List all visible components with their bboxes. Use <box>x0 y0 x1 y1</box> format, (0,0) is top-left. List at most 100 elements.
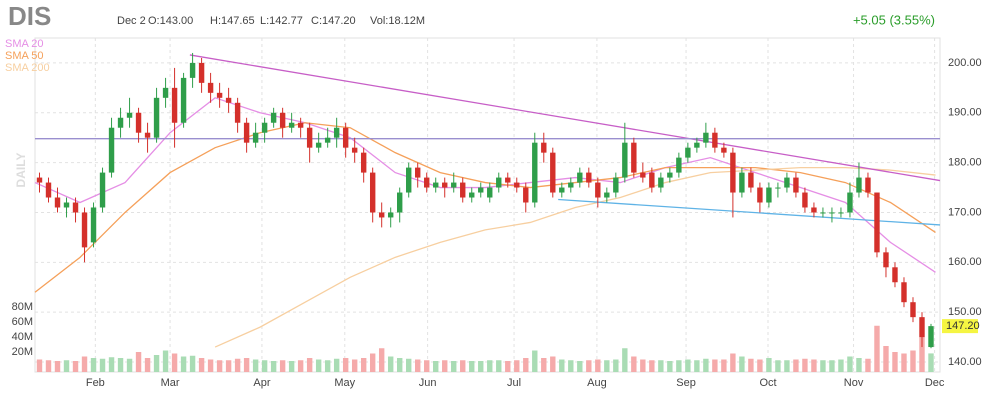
candle-body <box>595 182 601 198</box>
candle-body <box>487 187 493 198</box>
volume-bar <box>820 360 826 372</box>
volume-bar <box>225 360 232 372</box>
y-tick-label: 170.00 <box>948 206 982 218</box>
volume-bar <box>207 359 214 372</box>
volume-bar <box>162 350 169 372</box>
x-tick-label: Nov <box>844 377 864 389</box>
volume-tick-label: 20M <box>12 346 33 358</box>
candle-body <box>604 192 610 198</box>
volume-bar <box>189 355 196 372</box>
volume-bar <box>757 359 763 372</box>
candle-body <box>72 202 79 213</box>
candle-body <box>586 172 592 183</box>
volume-bar <box>883 346 889 372</box>
volume-bar <box>415 359 421 372</box>
volume-bar <box>397 358 403 372</box>
candle-body <box>406 167 412 193</box>
candle-body <box>613 177 619 193</box>
volume-bar <box>856 358 862 372</box>
volume-bar <box>766 358 772 372</box>
candle-body <box>261 122 268 133</box>
volume-bar <box>739 356 745 372</box>
candle-body <box>126 112 133 118</box>
candle-body <box>568 182 574 188</box>
close: C:147.20 <box>311 15 356 27</box>
candle-body <box>478 187 484 193</box>
y-tick-label: 200.00 <box>948 57 982 69</box>
volume-bar <box>919 337 925 372</box>
candle-body <box>739 172 745 193</box>
volume-bar <box>694 360 700 372</box>
volume-bar <box>577 361 583 372</box>
candle-body <box>315 142 322 148</box>
candle-body <box>397 192 403 213</box>
candle-body <box>631 142 637 173</box>
volume-bar <box>36 359 43 372</box>
candle-body <box>577 172 583 183</box>
volume-bar <box>892 352 898 372</box>
volume-bar <box>748 358 754 372</box>
candle-body <box>270 112 277 123</box>
candle-body <box>162 87 169 98</box>
candle-body <box>676 157 682 173</box>
x-tick-label: May <box>334 377 355 389</box>
volume-bar <box>99 358 106 372</box>
volume-bar <box>135 352 142 372</box>
y-tick-label: 140.00 <box>948 356 982 368</box>
x-tick-label: Aug <box>587 377 607 389</box>
volume-bar <box>45 360 52 372</box>
volume-bar <box>784 360 790 372</box>
volume-bar <box>306 358 313 372</box>
date: Dec 2 <box>117 15 146 27</box>
volume-bar <box>874 325 880 372</box>
volume-bar <box>847 356 853 372</box>
volume-bar <box>360 358 367 372</box>
x-tick-label: Jul <box>507 377 521 389</box>
candle-body <box>189 62 196 78</box>
volume-bar <box>288 361 295 372</box>
volume-bar <box>387 356 394 372</box>
candle-body <box>90 207 97 243</box>
volume-bar <box>667 361 673 372</box>
legend-label: SMA 200 <box>5 62 50 74</box>
candle-body <box>333 127 340 138</box>
volume-bar <box>721 359 727 372</box>
volume-bar <box>487 360 493 372</box>
candle-body <box>387 212 394 218</box>
volume-bar <box>514 360 520 372</box>
volume-tick-label: 60M <box>12 316 33 328</box>
candle-body <box>342 127 349 148</box>
volume-bar <box>90 358 97 372</box>
volume-bar <box>622 348 628 372</box>
candle-body <box>694 142 700 148</box>
candle-body <box>288 122 295 128</box>
candle-body <box>99 172 106 208</box>
candle-body <box>306 127 313 148</box>
volume-bar <box>243 358 250 372</box>
ticker: DIS <box>8 1 51 31</box>
candle-body <box>279 112 286 128</box>
candle-body <box>667 172 673 178</box>
x-tick-label: Apr <box>253 377 270 389</box>
volume-bar <box>901 353 907 372</box>
sma-line <box>34 122 936 293</box>
volume-bar <box>406 358 412 372</box>
volume-bar <box>171 353 178 372</box>
volume-bar <box>180 356 187 372</box>
candle-body <box>54 197 61 208</box>
volume-bar <box>703 358 709 372</box>
volume-bar <box>712 359 718 372</box>
volume-bar <box>279 360 286 372</box>
candle-body <box>216 92 223 98</box>
volume-bar <box>72 361 79 372</box>
volume-bar <box>910 350 916 372</box>
candle-body <box>451 182 457 188</box>
candle-body <box>793 177 799 193</box>
candle-body <box>324 137 331 143</box>
candle-body <box>865 177 871 193</box>
candle-body <box>541 142 547 153</box>
candle-body <box>649 172 655 188</box>
volume-bar <box>496 360 502 372</box>
candle-body <box>559 187 565 193</box>
